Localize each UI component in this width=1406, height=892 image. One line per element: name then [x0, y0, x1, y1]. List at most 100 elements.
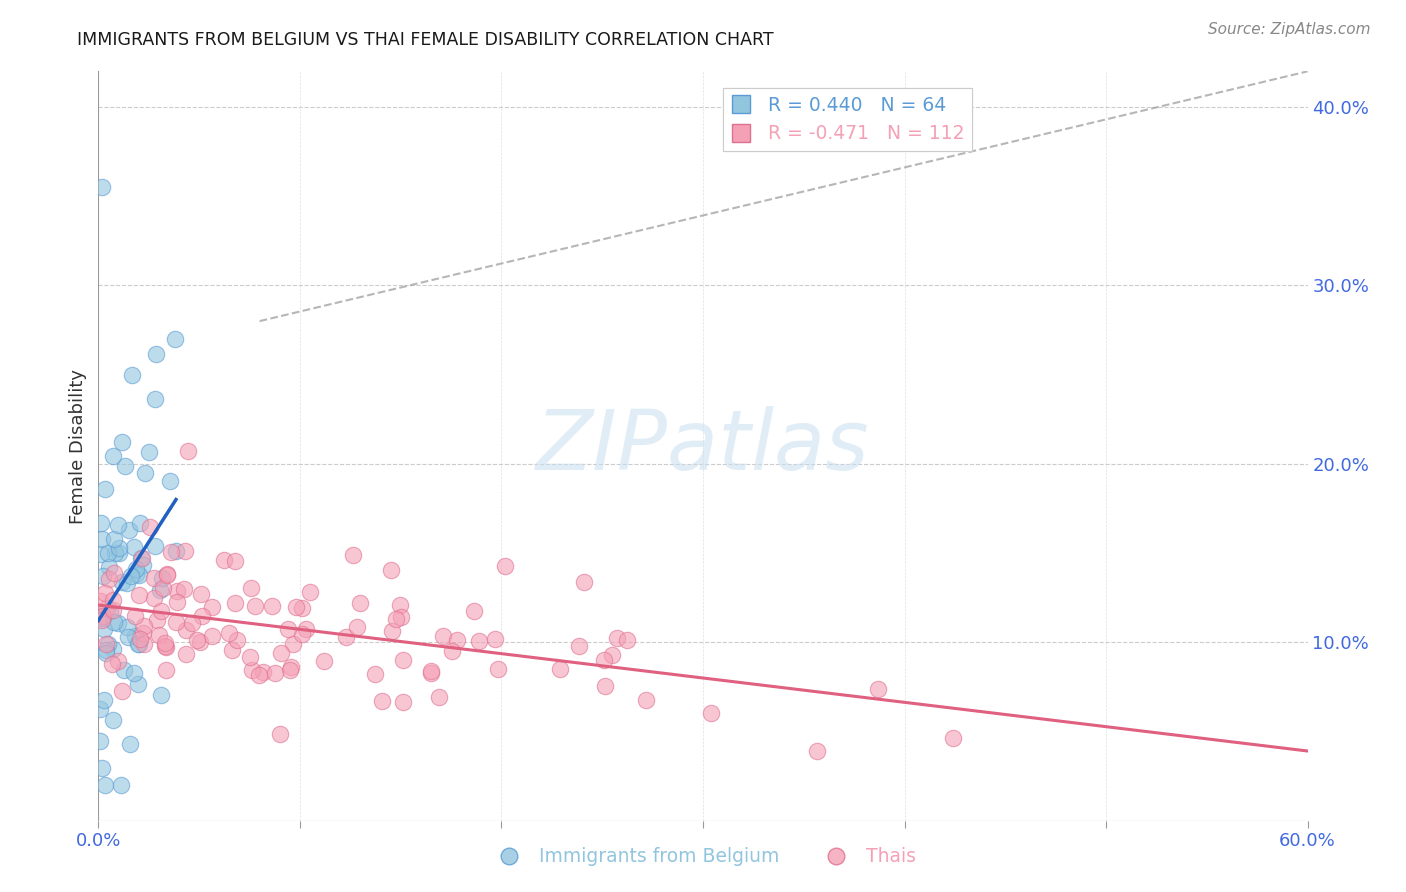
Point — [108, 546, 131, 560]
Point — [128, 637, 150, 651]
Point — [93, 622, 115, 636]
Text: IMMIGRANTS FROM BELGIUM VS THAI FEMALE DISABILITY CORRELATION CHART: IMMIGRANTS FROM BELGIUM VS THAI FEMALE D… — [77, 31, 773, 49]
Point — [117, 523, 139, 537]
Point — [91, 611, 114, 625]
Point — [484, 632, 506, 647]
Point — [600, 648, 623, 662]
Point — [93, 693, 115, 707]
Point — [143, 392, 166, 406]
Point — [103, 642, 125, 657]
Point — [107, 616, 129, 631]
Point — [166, 595, 188, 609]
Point — [277, 622, 299, 636]
Point — [291, 627, 314, 641]
Point — [89, 734, 111, 748]
Point — [132, 626, 155, 640]
Point — [252, 665, 274, 680]
Point — [94, 637, 117, 651]
Point — [440, 644, 463, 658]
Point — [467, 633, 489, 648]
Point — [247, 668, 270, 682]
Point — [173, 582, 195, 597]
Point — [364, 666, 387, 681]
Point — [125, 566, 148, 581]
Point — [548, 662, 571, 676]
Point — [446, 632, 468, 647]
Point — [432, 629, 454, 643]
Point — [420, 666, 443, 681]
Point — [868, 681, 890, 696]
Point — [124, 666, 146, 681]
Point — [93, 585, 115, 599]
Point — [389, 610, 412, 624]
Point — [112, 663, 135, 677]
Point — [146, 613, 169, 627]
Point — [125, 562, 148, 576]
Legend: R = 0.440   N = 64, R = -0.471   N = 112: R = 0.440 N = 64, R = -0.471 N = 112 — [723, 88, 972, 151]
Point — [122, 541, 145, 555]
Point — [139, 520, 162, 534]
Point — [224, 554, 246, 568]
Point — [93, 778, 115, 792]
Point — [107, 654, 129, 668]
Point — [155, 663, 177, 677]
Point — [128, 588, 150, 602]
Point — [91, 180, 114, 194]
Point — [593, 653, 616, 667]
Point — [201, 629, 224, 643]
Point — [463, 605, 485, 619]
Point — [572, 574, 595, 589]
Point — [103, 566, 125, 580]
Point — [101, 593, 124, 607]
Point — [349, 596, 371, 610]
Point — [124, 628, 146, 642]
Point — [110, 778, 132, 792]
Point — [238, 649, 260, 664]
Point — [177, 443, 200, 458]
Point — [150, 604, 173, 618]
Point — [181, 615, 204, 630]
Point — [291, 600, 314, 615]
Point — [295, 622, 318, 636]
Point — [699, 706, 721, 720]
Point — [371, 693, 394, 707]
Point — [174, 624, 197, 638]
Point — [148, 628, 170, 642]
Point — [120, 569, 142, 583]
Point — [107, 517, 129, 532]
Y-axis label: Female Disability: Female Disability — [69, 368, 87, 524]
Point — [488, 662, 510, 676]
Point — [806, 744, 828, 758]
Point — [98, 604, 121, 618]
Point — [107, 541, 129, 556]
Point — [149, 583, 172, 598]
Point — [384, 612, 406, 626]
Point — [101, 449, 124, 463]
Point — [427, 690, 450, 704]
Point — [159, 474, 181, 488]
Point — [132, 558, 155, 572]
Point — [121, 368, 143, 382]
Point — [160, 545, 183, 559]
Point — [134, 619, 156, 633]
Point — [218, 625, 240, 640]
Point — [163, 332, 186, 346]
Point — [138, 444, 160, 458]
Point — [111, 434, 134, 449]
Point — [96, 601, 118, 615]
Point — [298, 585, 321, 599]
Point — [89, 702, 111, 716]
Point — [127, 676, 149, 690]
Point — [131, 551, 153, 566]
Point — [285, 599, 308, 614]
Point — [110, 684, 132, 698]
Point — [129, 550, 152, 565]
Point — [225, 632, 247, 647]
Point — [155, 640, 177, 655]
Point — [186, 632, 208, 647]
Point — [143, 591, 166, 605]
Point — [280, 660, 302, 674]
Point — [103, 615, 125, 630]
Point — [124, 608, 146, 623]
Point — [174, 543, 197, 558]
